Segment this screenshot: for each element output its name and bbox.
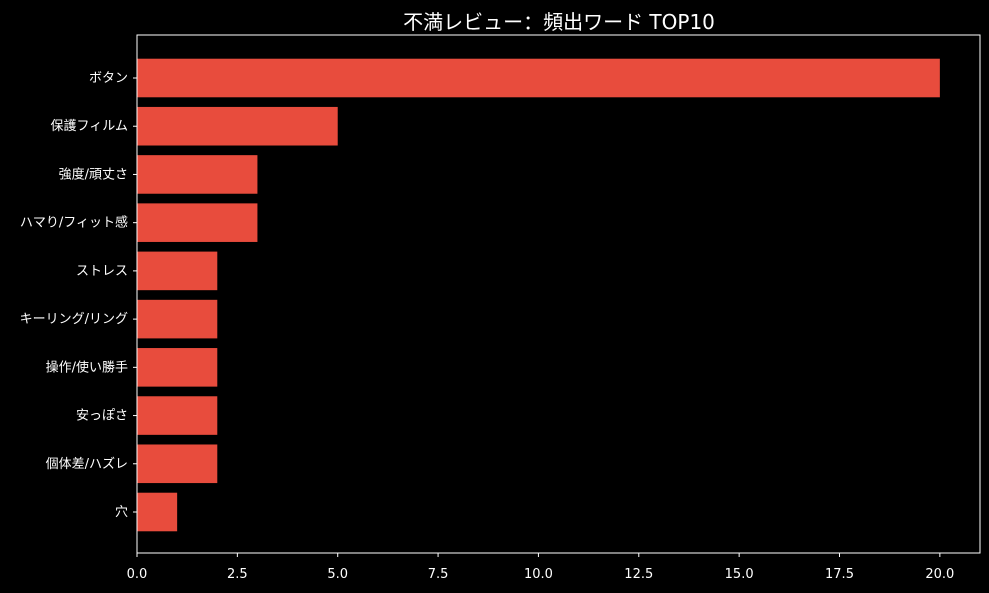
x-axis-ticks: 0.0 2.5 5.0 7.5 10.0 12.5 15.0 17.5 20.0 [127,553,954,582]
plot-frame [136,34,981,554]
bar [137,492,178,532]
y-tick-label: 保護フィルム [51,118,128,134]
y-tick-label: 穴 [115,505,128,520]
bar [137,396,218,435]
x-tick-label: 10.0 [524,567,553,582]
y-tick-label: ストレス [76,264,128,279]
y-axis-ticks: ボタン保護フィルム強度/頑丈さハマり/フィット感ストレスキーリング/リング操作/… [20,71,137,520]
y-tick-label: 安っぽさ [76,409,128,424]
x-tick-label: 0.0 [127,567,148,582]
bar [137,299,218,339]
x-tick-label: 15.0 [725,567,754,582]
x-tick-label: 2.5 [227,567,248,582]
y-tick-label: ハマり/フィット感 [20,215,128,231]
x-tick-label: 20.0 [925,567,954,582]
x-tick-label: 17.5 [825,567,854,582]
bar [137,251,218,291]
x-tick-label: 5.0 [327,567,348,582]
y-tick-label: 強度/頑丈さ [59,166,128,182]
y-tick-label: 操作/使い勝手 [46,359,128,375]
bar [137,58,940,98]
chart-title: 不満レビュー：頻出ワード TOP10 [403,10,715,34]
y-tick-label: 個体差/ハズレ [46,456,128,472]
bar [137,155,258,194]
y-tick-label: キーリング/リング [20,312,128,327]
bar [137,444,218,484]
bar [137,106,338,146]
y-tick-label: ボタン [89,71,128,86]
x-tick-label: 7.5 [428,567,449,582]
x-tick-label: 12.5 [624,567,653,582]
bar [137,203,258,242]
bar [137,348,218,387]
bars-layer [137,58,940,532]
